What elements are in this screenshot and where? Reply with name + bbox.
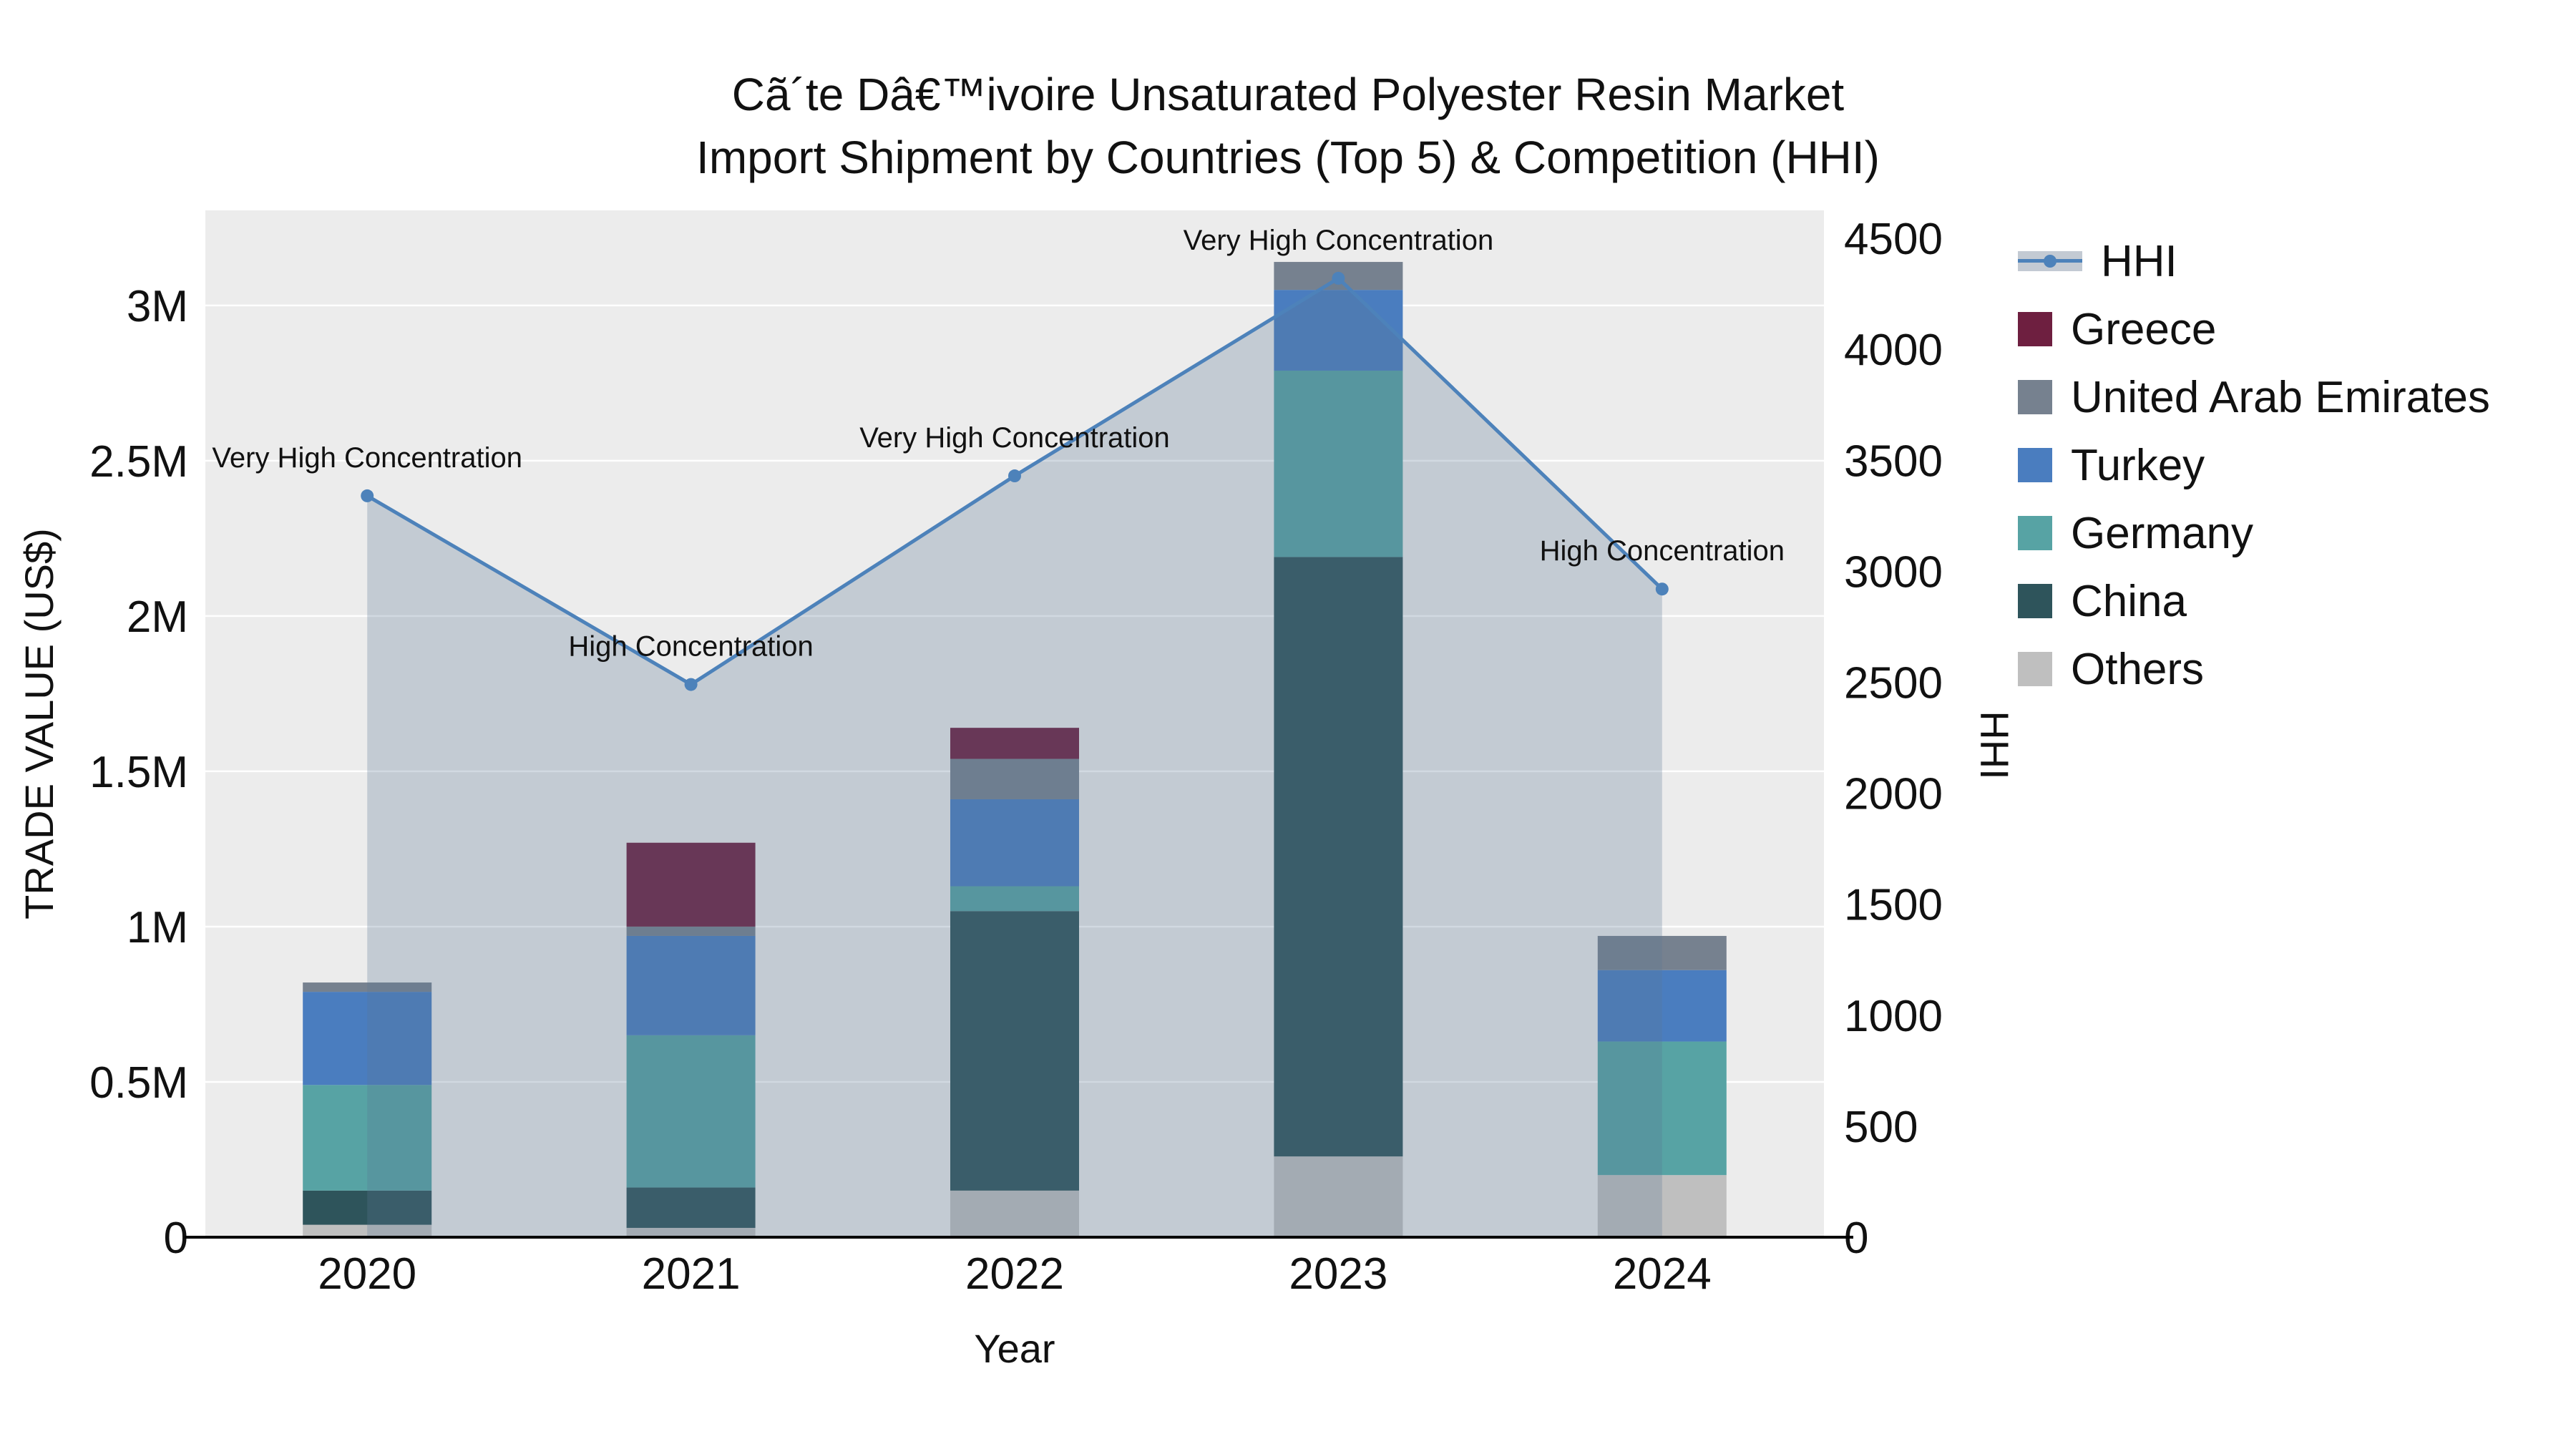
- bar-segment-others-2022: [950, 1190, 1079, 1237]
- right-axis-tick-500: 500: [1844, 1103, 1918, 1152]
- bar-segment-turkey-2022: [950, 799, 1079, 887]
- hhi-area: [367, 278, 1662, 1238]
- bar-segment-greece-2021: [626, 842, 756, 927]
- legend-item-china[interactable]: China: [2018, 576, 2490, 626]
- left-axis-tick-0: 0: [164, 1214, 188, 1263]
- legend-label-turkey: Turkey: [2071, 440, 2205, 490]
- bar-segment-germany-2020: [303, 1085, 432, 1191]
- bar-segment-united-arab-emirates-2024: [1597, 935, 1727, 970]
- x-axis-tick-2020: 2020: [318, 1249, 416, 1299]
- chart-title: Cã´te Dâ€™ivoire Unsaturated Polyester R…: [0, 63, 2576, 189]
- chart-title-line1: Cã´te Dâ€™ivoire Unsaturated Polyester R…: [731, 69, 1845, 120]
- hhi-annotation-2023: Very High Concentration: [1184, 225, 1494, 256]
- bar-segment-germany-2024: [1597, 1041, 1727, 1176]
- hhi-annotation-2024: High Concentration: [1540, 535, 1785, 567]
- x-axis-tick-2022: 2022: [965, 1249, 1064, 1299]
- hhi-marker-2022: [1008, 469, 1021, 483]
- left-axis-tick-2M: 2M: [127, 592, 188, 642]
- legend-label-others: Others: [2071, 644, 2205, 694]
- bar-segment-china-2021: [626, 1187, 756, 1228]
- bar-segment-china-2023: [1274, 557, 1403, 1157]
- right-axis-tick-2500: 2500: [1844, 658, 1943, 708]
- right-axis-tick-3500: 3500: [1844, 436, 1943, 486]
- bar-segment-united-arab-emirates-2020: [303, 982, 432, 992]
- bar-segment-turkey-2020: [303, 992, 432, 1085]
- hhi-line-icon: [2018, 244, 2082, 278]
- legend-label-germany: Germany: [2071, 508, 2253, 558]
- bar-segment-united-arab-emirates-2021: [626, 926, 756, 936]
- right-axis-tick-1000: 1000: [1844, 992, 1943, 1041]
- bar-segment-greece-2022: [950, 728, 1079, 759]
- hhi-marker-2020: [361, 489, 374, 502]
- legend-swatch-united-arab-emirates: [2018, 380, 2052, 414]
- legend-swatch-china: [2018, 584, 2052, 618]
- bar-segment-china-2022: [950, 911, 1079, 1191]
- right-axis-tick-2000: 2000: [1844, 770, 1943, 819]
- right-axis-tick-3000: 3000: [1844, 547, 1943, 597]
- legend-swatch-others: [2018, 652, 2052, 686]
- bar-segment-turkey-2021: [626, 935, 756, 1035]
- legend-label-china: China: [2071, 576, 2187, 626]
- bar-segment-germany-2023: [1274, 370, 1403, 557]
- x-axis-tick-2021: 2021: [642, 1249, 741, 1299]
- x-axis-tick-2023: 2023: [1289, 1249, 1387, 1299]
- right-axis-tick-1500: 1500: [1844, 881, 1943, 930]
- legend-label-united-arab-emirates: United Arab Emirates: [2071, 372, 2490, 422]
- hhi-annotation-2022: Very High Concentration: [859, 422, 1170, 454]
- legend-item-greece[interactable]: Greece: [2018, 304, 2490, 354]
- bar-segment-china-2020: [303, 1190, 432, 1225]
- legend-label-hhi: HHI: [2101, 236, 2177, 286]
- left-axis-tick-3M: 3M: [127, 282, 188, 331]
- x-axis-title: Year: [974, 1326, 1055, 1371]
- hhi-annotation-2020: Very High Concentration: [212, 442, 522, 474]
- bar-segment-germany-2021: [626, 1035, 756, 1188]
- right-axis-tick-4000: 4000: [1844, 326, 1943, 375]
- left-axis-tick-2.5M: 2.5M: [89, 437, 188, 487]
- bar-segment-united-arab-emirates-2022: [950, 758, 1079, 799]
- left-axis-tick-1.5M: 1.5M: [89, 748, 188, 797]
- legend-item-others[interactable]: Others: [2018, 644, 2490, 694]
- hhi-marker-2024: [1655, 582, 1669, 596]
- bar-segment-others-2023: [1274, 1156, 1403, 1237]
- chart-title-line2: Import Shipment by Countries (Top 5) & C…: [696, 132, 1880, 183]
- bar-segment-others-2024: [1597, 1175, 1727, 1237]
- chart-legend: HHI Greece United Arab Emirates Turkey Germa…: [2018, 236, 2490, 694]
- left-axis-tick-1M: 1M: [127, 903, 188, 952]
- hhi-marker-2023: [1332, 271, 1345, 285]
- legend-item-hhi[interactable]: HHI: [2018, 236, 2490, 286]
- hhi-marker-2021: [684, 678, 698, 691]
- left-axis-tick-0.5M: 0.5M: [89, 1058, 188, 1108]
- legend-item-germany[interactable]: Germany: [2018, 508, 2490, 558]
- legend-item-united-arab-emirates[interactable]: United Arab Emirates: [2018, 372, 2490, 422]
- legend-swatch-germany: [2018, 516, 2052, 550]
- bar-segment-others-2020: [303, 1224, 432, 1237]
- hhi-annotation-2021: High Concentration: [568, 631, 813, 663]
- bar-segment-others-2021: [626, 1227, 756, 1237]
- bar-segment-turkey-2024: [1597, 970, 1727, 1042]
- legend-swatch-greece: [2018, 312, 2052, 346]
- right-axis-tick-4500: 4500: [1844, 215, 1943, 264]
- bar-segment-germany-2022: [950, 886, 1079, 912]
- legend-item-turkey[interactable]: Turkey: [2018, 440, 2490, 490]
- legend-label-greece: Greece: [2071, 304, 2217, 354]
- y-left-axis-title: TRADE VALUE (US$): [16, 528, 62, 919]
- x-axis-tick-2024: 2024: [1613, 1249, 1712, 1299]
- y-right-axis-title: HHI: [1972, 711, 2017, 779]
- legend-swatch-turkey: [2018, 448, 2052, 482]
